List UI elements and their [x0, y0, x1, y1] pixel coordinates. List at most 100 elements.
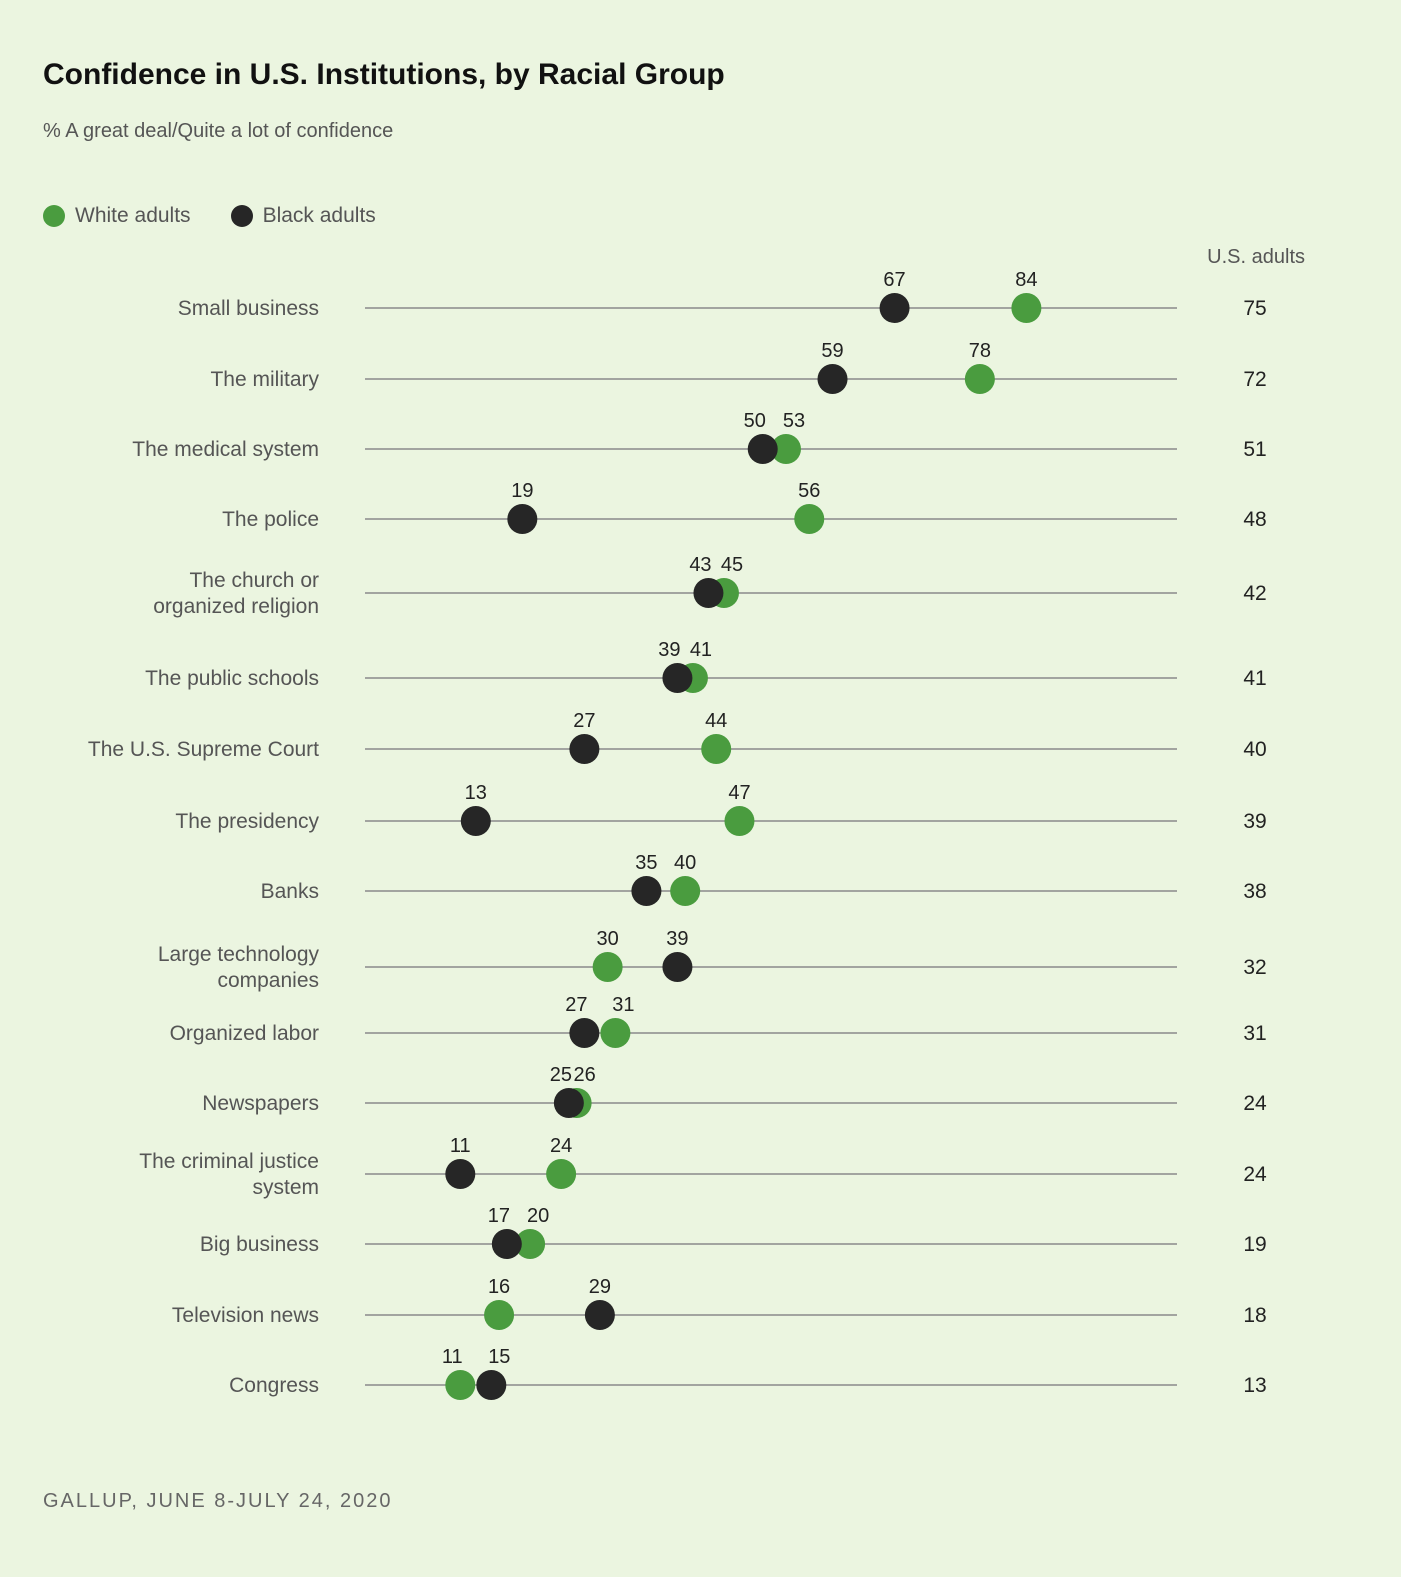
legend-swatch-white: [43, 205, 65, 227]
value-label-white: 31: [612, 994, 634, 1016]
dot-black: [491, 1229, 522, 1259]
value-label-black: 67: [883, 269, 905, 291]
value-label-black: 39: [658, 639, 680, 661]
us-adults-value: 18: [1243, 1304, 1266, 1327]
us-adults-value: 32: [1243, 956, 1266, 979]
value-label-white: 78: [969, 340, 991, 362]
dot-white: [670, 876, 701, 906]
value-label-white: 40: [674, 852, 696, 874]
dot-white: [724, 806, 755, 836]
category-label: Small business: [178, 297, 319, 320]
legend: White adults Black adults: [43, 204, 416, 228]
dot-black: [553, 1088, 584, 1118]
category-label: The church or organized religion: [153, 569, 319, 618]
category-label: The military: [210, 368, 319, 391]
dot-white: [600, 1018, 631, 1048]
us-adults-value: 42: [1243, 582, 1266, 605]
dot-black: [460, 806, 491, 836]
source-note: GALLUP, JUNE 8-JULY 24, 2020: [43, 1490, 393, 1512]
value-label-white: 53: [783, 410, 805, 432]
value-label-white: 30: [597, 928, 619, 950]
us-adults-value: 48: [1243, 508, 1266, 531]
category-label: The public schools: [145, 667, 319, 690]
value-label-white: 11: [442, 1346, 463, 1368]
dot-black: [693, 578, 724, 608]
category-label: Congress: [229, 1374, 319, 1397]
value-label-black: 43: [689, 554, 711, 576]
legend-label-black: Black adults: [262, 204, 376, 227]
dot-white: [515, 1229, 546, 1259]
us-adults-value: 24: [1243, 1092, 1267, 1115]
value-label-black: 39: [666, 928, 688, 950]
value-label-black: 19: [511, 480, 533, 502]
value-label-black: 15: [488, 1346, 510, 1368]
value-label-black: 50: [744, 410, 766, 432]
value-label-black: 17: [488, 1205, 510, 1227]
dot-black: [631, 876, 662, 906]
value-label-white: 16: [488, 1276, 510, 1298]
value-label-black: 11: [450, 1135, 471, 1157]
dot-black: [445, 1159, 476, 1189]
chart-subtitle: % A great deal/Quite a lot of confidence: [43, 120, 394, 142]
us-adults-value: 40: [1243, 738, 1266, 761]
value-label-black: 59: [821, 340, 843, 362]
value-label-black: 35: [635, 852, 657, 874]
value-label-black: 13: [465, 782, 487, 804]
dot-black: [584, 1300, 615, 1330]
chart-title: Confidence in U.S. Institutions, by Raci…: [43, 58, 725, 91]
legend-swatch-black: [230, 205, 253, 227]
dot-white: [701, 734, 732, 764]
category-label: Big business: [200, 1233, 319, 1256]
dot-black: [569, 1018, 600, 1048]
legend-label-white: White adults: [75, 204, 191, 227]
us-adults-value: 75: [1243, 297, 1266, 320]
category-label: The police: [222, 508, 319, 531]
value-label-white: 56: [798, 480, 820, 502]
value-label-white: 20: [527, 1205, 549, 1227]
value-label-white: 44: [705, 710, 727, 732]
legend-item-white: White adults: [43, 204, 191, 228]
value-label-white: 26: [573, 1064, 595, 1086]
category-label: Newspapers: [202, 1092, 319, 1115]
us-adults-value: 13: [1243, 1374, 1266, 1397]
us-adults-value: 19: [1243, 1233, 1266, 1256]
value-label-white: 47: [728, 782, 750, 804]
dot-white: [592, 952, 623, 982]
value-label-black: 27: [573, 710, 595, 732]
value-label-white: 41: [690, 639, 712, 661]
dot-black: [817, 364, 848, 394]
chart-rows: Small business 84 67 75 The military 78 59 72 Th…: [88, 269, 1267, 1400]
category-label: Large technology companies: [158, 943, 320, 992]
legend-item-black: Black adults: [230, 204, 376, 228]
value-label-black: 25: [550, 1064, 572, 1086]
dot-black: [879, 293, 910, 323]
us-adults-header: U.S. adults: [1207, 246, 1305, 268]
category-label: The U.S. Supreme Court: [88, 738, 319, 761]
dot-black: [662, 952, 693, 982]
us-adults-value: 72: [1243, 368, 1266, 391]
us-adults-value: 41: [1243, 667, 1266, 690]
value-label-white: 24: [550, 1135, 572, 1157]
value-label-black: 29: [589, 1276, 611, 1298]
us-adults-value: 38: [1243, 880, 1266, 903]
dot-black: [662, 663, 693, 693]
category-label: The criminal justice system: [139, 1150, 319, 1199]
us-adults-value: 31: [1243, 1022, 1266, 1045]
category-label: The presidency: [175, 810, 319, 833]
us-adults-value: 51: [1243, 438, 1266, 461]
dot-white: [964, 364, 995, 394]
us-adults-value: 39: [1243, 810, 1266, 833]
category-label: The medical system: [132, 438, 319, 461]
dot-white: [794, 504, 825, 534]
value-label-black: 27: [565, 994, 587, 1016]
us-adults-value: 24: [1243, 1163, 1267, 1186]
category-label: Banks: [261, 880, 319, 903]
value-label-white: 45: [721, 554, 743, 576]
dot-black: [747, 434, 778, 464]
dot-black: [569, 734, 600, 764]
category-label: Television news: [172, 1304, 319, 1327]
dot-black: [476, 1370, 507, 1400]
dot-white: [1011, 293, 1042, 323]
dot-white: [770, 434, 801, 464]
